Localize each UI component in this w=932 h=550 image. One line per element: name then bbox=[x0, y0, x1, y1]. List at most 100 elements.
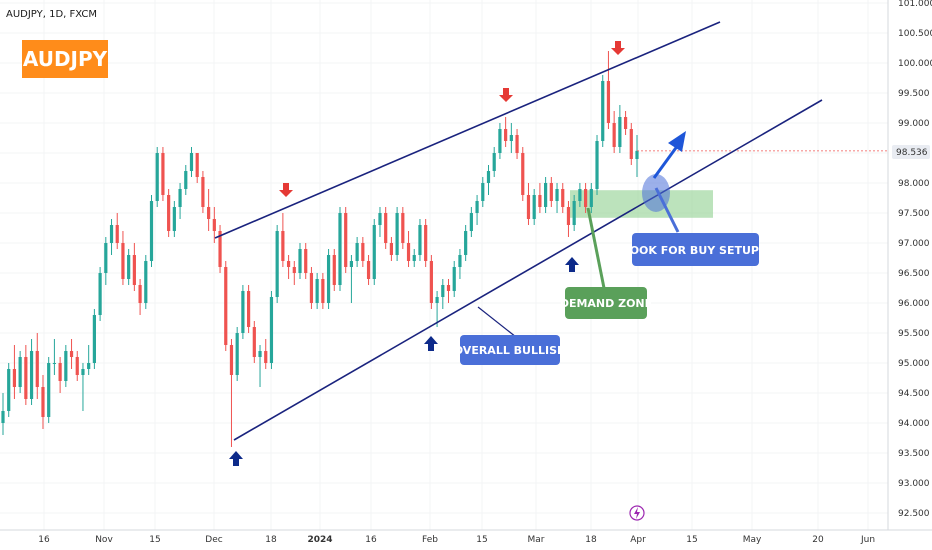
x-tick-label: 18 bbox=[265, 535, 277, 545]
candle-body bbox=[332, 255, 336, 285]
look-for-buy-text: LOOK FOR BUY SETUPS bbox=[623, 244, 767, 257]
markers bbox=[229, 41, 686, 466]
candle-body bbox=[281, 231, 285, 261]
y-tick-label: 95.000 bbox=[898, 359, 930, 369]
y-tick-label: 99.500 bbox=[898, 89, 930, 99]
x-tick-label: Dec bbox=[205, 535, 222, 545]
y-tick-label: 96.000 bbox=[898, 299, 930, 309]
candle-body bbox=[87, 363, 91, 369]
candle-body bbox=[229, 345, 234, 375]
candle-body bbox=[498, 129, 502, 153]
candle-body bbox=[81, 369, 85, 375]
candle-body bbox=[361, 243, 365, 261]
candle-body bbox=[161, 153, 165, 195]
x-tick-label: 2024 bbox=[307, 535, 332, 545]
last-price-value: 98.536 bbox=[896, 148, 928, 158]
candle-body bbox=[418, 225, 422, 255]
candle-body bbox=[549, 183, 553, 201]
x-tick-label: Nov bbox=[95, 535, 113, 545]
candle-body bbox=[589, 189, 593, 207]
candle-body bbox=[309, 273, 314, 303]
candle-body bbox=[452, 267, 456, 291]
x-tick-label: 15 bbox=[476, 535, 487, 545]
candle-body bbox=[109, 225, 114, 243]
y-tick-label: 93.000 bbox=[898, 479, 930, 489]
candle-body bbox=[235, 333, 239, 375]
y-tick-label: 96.500 bbox=[898, 269, 930, 279]
y-tick-label: 100.000 bbox=[898, 59, 932, 69]
candle-body bbox=[521, 153, 525, 195]
candle-body bbox=[18, 357, 22, 387]
trendlines bbox=[214, 21, 823, 441]
candle-body bbox=[406, 243, 411, 261]
candle-body bbox=[366, 261, 371, 279]
x-tick-label: 16 bbox=[38, 535, 50, 545]
x-tick-label: Apr bbox=[630, 535, 646, 545]
demand-zone-text: DEMAND ZONE bbox=[560, 297, 652, 310]
candle-body bbox=[47, 363, 51, 417]
candle-body bbox=[275, 231, 279, 297]
candle-body bbox=[172, 207, 176, 231]
candle-body bbox=[207, 207, 211, 219]
candle-body bbox=[344, 213, 348, 267]
y-tick-label: 97.000 bbox=[898, 239, 930, 249]
candle-body bbox=[189, 153, 194, 171]
overall-bullish-label: OVERALL BULLISH bbox=[454, 335, 566, 365]
grid bbox=[0, 0, 888, 530]
candle-body bbox=[212, 219, 216, 231]
candle-body bbox=[304, 249, 308, 273]
y-tick-label: 93.500 bbox=[898, 449, 930, 459]
candle-body bbox=[429, 261, 433, 303]
candle-body bbox=[475, 201, 479, 213]
candle-body bbox=[532, 195, 536, 219]
candle-body bbox=[424, 225, 428, 261]
time-axis[interactable]: 16 Nov 15 Dec 18 2024 16 Feb 15 Mar 18 Apr 15 May 20 Ju… bbox=[38, 535, 875, 545]
candle-body bbox=[155, 153, 159, 201]
candle-body bbox=[635, 150, 639, 159]
candle-body bbox=[372, 225, 376, 279]
y-tick-label: 100.500 bbox=[898, 29, 932, 39]
candle-body bbox=[623, 117, 628, 129]
candle-body bbox=[435, 297, 439, 303]
candle-body bbox=[401, 213, 405, 243]
candle-body bbox=[58, 363, 62, 381]
candle-body bbox=[127, 255, 131, 279]
candle-body bbox=[121, 243, 125, 279]
candle-body bbox=[247, 291, 251, 327]
y-tick-label: 98.000 bbox=[898, 179, 930, 189]
candle-body bbox=[286, 261, 291, 267]
candle-body bbox=[41, 387, 45, 417]
y-tick-label: 94.000 bbox=[898, 419, 930, 429]
x-tick-label: 18 bbox=[585, 535, 597, 545]
price-axis[interactable]: 101.000100.500100.00099.50099.00098.5009… bbox=[898, 0, 932, 519]
bullish-arrow-icon bbox=[668, 131, 686, 152]
candle-body bbox=[195, 153, 199, 177]
symbol-title: AUDJPY, 1D, FXCM bbox=[6, 9, 97, 20]
lightning-icon[interactable] bbox=[629, 505, 645, 521]
candle-body bbox=[469, 213, 473, 231]
candle-body bbox=[7, 369, 11, 411]
x-tick-label: Mar bbox=[528, 535, 545, 545]
candle-body bbox=[115, 225, 119, 243]
candle-body bbox=[315, 279, 319, 303]
candle-body bbox=[441, 285, 445, 297]
candle-body bbox=[224, 267, 228, 345]
candle-body bbox=[1, 411, 5, 423]
candle-body bbox=[264, 351, 268, 363]
candle-body bbox=[561, 189, 565, 207]
candle-body bbox=[572, 201, 576, 225]
candle-body bbox=[412, 255, 416, 261]
up-arrow-icon bbox=[229, 451, 243, 466]
candle-body bbox=[52, 363, 57, 364]
candle-body bbox=[64, 351, 68, 381]
candle-body bbox=[504, 129, 508, 141]
candle-body bbox=[75, 357, 79, 375]
lower-channel-line bbox=[233, 99, 823, 441]
x-tick-label: Feb bbox=[422, 535, 438, 545]
candle-body bbox=[395, 213, 399, 255]
candle-body bbox=[104, 243, 108, 273]
candle-body bbox=[583, 189, 588, 207]
x-tick-label: 20 bbox=[812, 535, 824, 545]
